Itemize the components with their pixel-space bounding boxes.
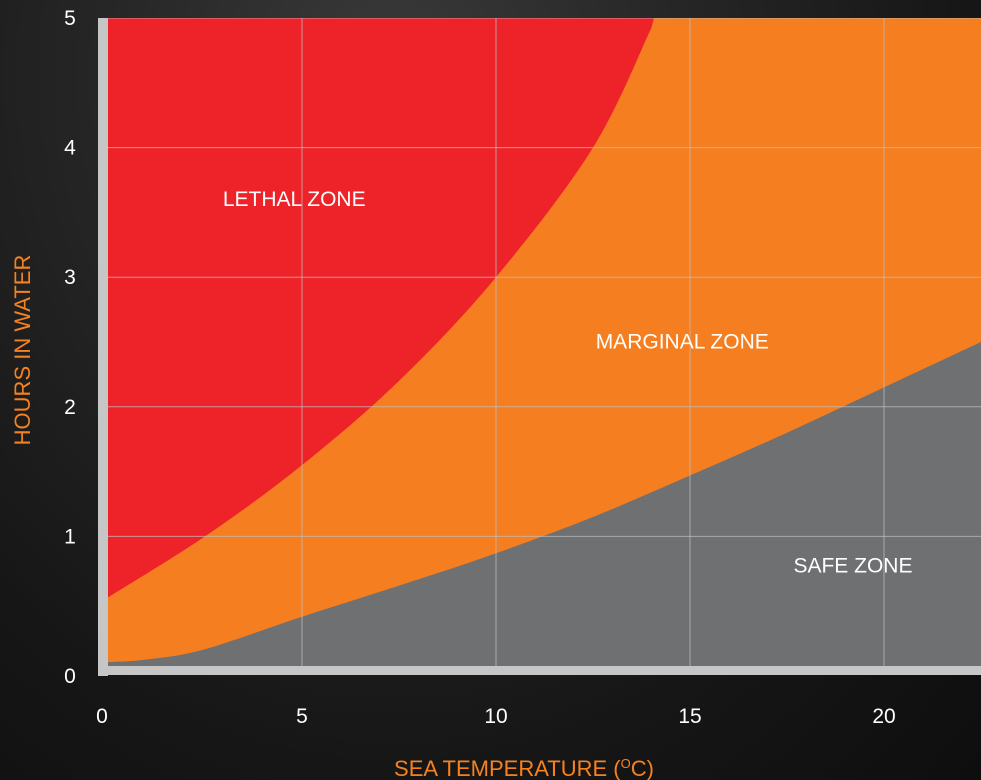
lethal-zone-area [108,18,655,598]
x-axis-label: SEA TEMPERATURE (OC) [394,756,654,780]
x-tick-label: 15 [678,705,701,728]
lethal-zone-label: LETHAL ZONE [223,188,366,211]
x-tick-label: 5 [296,705,308,728]
y-tick-label: 0 [64,665,76,688]
x-tick-label: 0 [96,705,108,728]
x-axis-line [98,666,981,675]
y-tick-label: 3 [64,266,76,289]
y-axis-line [98,18,108,676]
y-tick-label: 5 [64,7,76,30]
safe-zone-area [108,342,981,666]
marginal-zone-label: MARGINAL ZONE [596,330,769,353]
safe-zone-label: SAFE ZONE [793,555,912,578]
y-axis-label: HOURS IN WATER [10,255,35,446]
y-tick-label: 4 [64,137,76,160]
y-tick-label: 2 [64,396,76,419]
x-tick-label: 10 [484,705,507,728]
y-tick-label: 1 [64,525,76,548]
x-tick-label: 20 [872,705,895,728]
